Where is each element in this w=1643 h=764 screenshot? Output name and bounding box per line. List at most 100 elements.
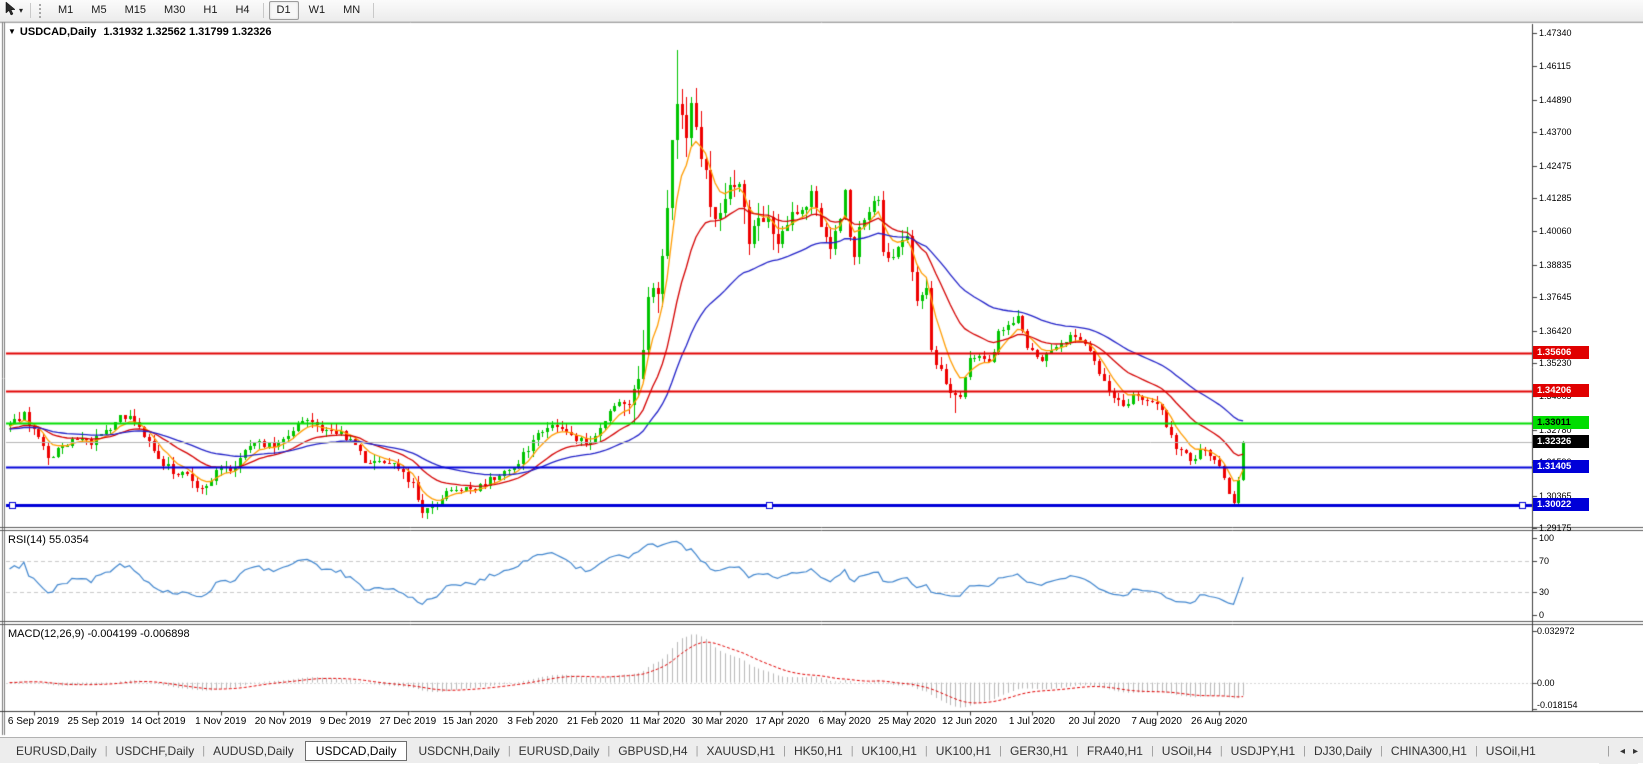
tab-usoil-h1[interactable]: USOil,H1 [1485, 743, 1536, 758]
timeframe-button-h4[interactable]: H4 [235, 4, 250, 16]
timeframe-button-mn[interactable]: MN [343, 4, 361, 16]
window-menu-icon[interactable]: ▼ [8, 27, 16, 36]
date-tick-label: 25 May 2020 [878, 716, 937, 727]
price-tick-label: 1.44890 [1539, 94, 1572, 105]
tab-separator: | [1303, 744, 1307, 757]
macd-header: MACD(12,26,9) -0.004199 -0.006898 [8, 628, 190, 640]
toolbar-separator [262, 3, 264, 18]
rsi-level-label: 30 [1539, 586, 1550, 597]
tab-xauusd-h1[interactable]: XAUUSD,H1 [706, 743, 776, 758]
tab-eurusd-daily[interactable]: EURUSD,Daily [16, 743, 97, 758]
date-tick-label: 27 Dec 2019 [379, 716, 437, 727]
hline-price-label: 1.34206 [1533, 383, 1589, 397]
tab-china300-h1[interactable]: CHINA300,H1 [1390, 743, 1467, 758]
price-tick-label: 1.35230 [1539, 357, 1572, 368]
tab-separator: | [104, 744, 108, 757]
timeframe-button-m1[interactable]: M1 [58, 4, 74, 16]
rsi-level-label: 0 [1539, 610, 1545, 620]
tab-uk100-h1[interactable]: UK100,H1 [861, 743, 917, 758]
timeframe-button-w1[interactable]: W1 [308, 4, 326, 16]
tab-gbpusd-h4[interactable]: GBPUSD,H4 [618, 743, 688, 758]
toolbar-separator [373, 3, 375, 18]
price-tick-label: 1.30365 [1539, 490, 1572, 501]
rsi-level-label: 70 [1539, 556, 1550, 567]
tab-usdjpy-h1[interactable]: USDJPY,H1 [1230, 743, 1296, 758]
date-tick-label: 9 Dec 2019 [319, 716, 372, 727]
tab-separator: | [1150, 744, 1154, 757]
hline-price-label: 1.31405 [1533, 460, 1589, 474]
tab-separator: | [695, 744, 699, 757]
price-tick-label: 1.37645 [1539, 292, 1572, 303]
hline-price-label: 1.30022 [1533, 497, 1589, 511]
timeframe-button-m15[interactable]: M15 [124, 4, 146, 16]
tab-usdcad-daily[interactable]: USDCAD,Daily [304, 740, 408, 761]
tab-dj30-daily[interactable]: DJ30,Daily [1314, 743, 1373, 758]
date-tick-label: 12 Jun 2020 [941, 716, 998, 727]
timeframe-button-m30[interactable]: M30 [163, 4, 186, 16]
chart-title: ▼ USDCAD,Daily 1.31932 1.32562 1.31799 1.3… [8, 26, 272, 38]
tab-hk50-h1[interactable]: HK50,H1 [793, 743, 843, 758]
tab-separator: | [999, 744, 1003, 757]
date-tick-label: 6 May 2020 [818, 716, 871, 727]
tab-separator: | [607, 744, 611, 757]
tab-usdchf-daily[interactable]: USDCHF,Daily [115, 743, 195, 758]
date-tick-label: 20 Jul 2020 [1068, 716, 1121, 727]
top-toolbar: ▾ M1 M5 M15 M30 H1 H4 D1 W1 MN [0, 0, 1643, 22]
price-tick-label: 1.40060 [1539, 226, 1572, 237]
tab-scroll-left-icon[interactable]: ◂ [1619, 745, 1625, 757]
tab-ger30-h1[interactable]: GER30,H1 [1010, 743, 1069, 758]
tab-separator: | [202, 744, 206, 757]
date-tick-label: 20 Nov 2019 [254, 716, 312, 727]
chart-tabs: EURUSD,Daily | USDCHF,Daily | AUDUSD,Daily US… [8, 740, 1544, 761]
price-tick-label: 1.38835 [1539, 259, 1572, 270]
chart-ohlc-quote: 1.31932 1.32562 1.31799 1.32326 [103, 26, 272, 38]
chevron-down-icon[interactable]: ▾ [19, 6, 24, 15]
tab-audusd-daily[interactable]: AUDUSD,Daily [213, 743, 294, 758]
price-tick-label: 1.32780 [1539, 424, 1572, 435]
macd-axis-label: 0.032972 [1537, 626, 1575, 636]
tab-fra40-h1[interactable]: FRA40,H1 [1086, 743, 1143, 758]
cursor-tool-button[interactable]: ▾ [0, 0, 26, 20]
rsi-level-label: 100 [1539, 533, 1555, 543]
price-tick-label: 1.43700 [1539, 127, 1572, 138]
bid-price-label: 1.32326 [1533, 435, 1589, 449]
date-tick-label: 11 Mar 2020 [629, 716, 686, 727]
date-tick-label: 3 Feb 2020 [507, 716, 558, 727]
toolbar-separator [30, 3, 32, 18]
macd-axis-label: 0.00 [1537, 677, 1555, 688]
timeframe-buttons: M1 M5 M15 M30 H1 H4 D1 W1 MN [49, 1, 378, 20]
timeframe-button-h1[interactable]: H1 [203, 4, 218, 16]
tab-usdcnh-daily[interactable]: USDCNH,Daily [418, 743, 500, 758]
timeframe-button-d1[interactable]: D1 [268, 1, 299, 20]
tab-scroll-arrows: | ◂ ▸ [1599, 738, 1638, 764]
date-tick-label: 15 Jan 2020 [442, 716, 498, 727]
price-tick-label: 1.41285 [1539, 192, 1572, 203]
price-tick-label: 1.29175 [1539, 522, 1572, 533]
date-tick-label: 17 Apr 2020 [755, 716, 810, 727]
tab-usoil-h4[interactable]: USOil,H4 [1161, 743, 1212, 758]
tab-separator: | [1474, 744, 1478, 757]
date-tick-label: 30 Mar 2020 [691, 716, 748, 727]
rsi-header: RSI(14) 55.0354 [8, 534, 89, 546]
toolbar-grip[interactable] [39, 3, 43, 18]
price-tick-label: 1.47340 [1539, 28, 1572, 38]
chart-symbol-label: USDCAD,Daily [19, 26, 97, 38]
price-tick-label: 1.46115 [1539, 61, 1571, 72]
date-tick-label: 1 Nov 2019 [195, 716, 247, 727]
tab-separator: | [850, 744, 854, 757]
tab-eurusd-daily[interactable]: EURUSD,Daily [518, 743, 600, 758]
macd-axis-label: -0.018154 [1537, 700, 1578, 710]
date-tick-label: 1 Jul 2020 [1008, 716, 1055, 727]
price-tick-label: 1.42475 [1539, 160, 1572, 171]
tab-scroll-right-icon[interactable]: ▸ [1632, 745, 1638, 757]
date-tick-label: 26 Aug 2020 [1191, 716, 1248, 727]
tab-uk100-h1[interactable]: UK100,H1 [935, 743, 992, 758]
tab-separator: | [1607, 745, 1610, 757]
tab-separator: | [507, 744, 511, 757]
chart-tabs-bar: EURUSD,Daily | USDCHF,Daily | AUDUSD,Daily US… [0, 737, 1643, 764]
date-tick-label: 21 Feb 2020 [567, 716, 624, 727]
timeframe-button-m5[interactable]: M5 [91, 4, 107, 16]
price-tick-label: 1.36420 [1539, 325, 1572, 336]
hline-price-label: 1.35606 [1533, 345, 1589, 359]
